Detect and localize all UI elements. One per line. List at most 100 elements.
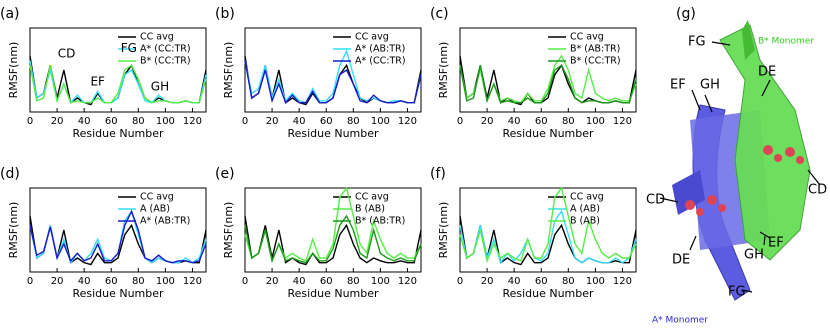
panel-label: (c): [430, 6, 449, 22]
region-label: EF: [768, 236, 784, 251]
x-tick-label: 60: [320, 116, 333, 127]
x-axis-label: Residue Number: [502, 287, 594, 300]
x-tick-label: 100: [586, 276, 605, 287]
x-tick-label: 40: [78, 116, 91, 127]
x-tick-label: 80: [562, 116, 575, 127]
loop-b: [742, 20, 755, 60]
label-leaders: [659, 41, 821, 293]
panel: (f) 0 20 40 60 80 100 120 Residue Number RMSF(nm)…: [430, 166, 637, 300]
x-tick-label: 100: [586, 116, 605, 127]
series-line: [244, 215, 422, 266]
x-tick-label: 20: [481, 116, 494, 127]
series-line: [459, 64, 637, 104]
series-line: [244, 60, 422, 104]
x-tick-label: 80: [132, 116, 145, 127]
panel: (d) 0 20 40 60 80 100 120 Residue Number RMSF(nm)…: [0, 166, 207, 300]
x-tick-label: 60: [535, 116, 548, 127]
legend-label: A* (AB:TR): [140, 216, 190, 227]
legend-label: CC avg: [570, 192, 604, 203]
region-label: DE: [672, 253, 690, 268]
legend-label: CC avg: [140, 32, 174, 43]
x-axis-label: Residue Number: [287, 287, 379, 300]
panel-label: (d): [0, 166, 20, 182]
legend-label: B* (CC:TR): [140, 56, 191, 67]
legend-label: A* (CC:TR): [140, 44, 191, 55]
legend-label: B (AB): [355, 204, 385, 215]
plot-frame: [29, 187, 207, 273]
panel: (c) 0 20 40 60 80 100 120 Residue Number RMSF(nm)…: [430, 6, 637, 140]
region-label: CD: [646, 193, 665, 208]
x-tick-label: 20: [51, 276, 64, 287]
panel-label: (f): [430, 166, 446, 182]
series-line: [29, 64, 207, 104]
legend-label: A (AB): [570, 204, 600, 215]
x-axis-label: Residue Number: [72, 127, 164, 140]
region-label: EF: [670, 78, 686, 93]
legend-label: A* (CC:TR): [355, 56, 406, 67]
x-tick-label: 20: [266, 116, 279, 127]
panel: (a) 0 20 40 60 80 100 120 Residue Number RMSF(nm)…: [0, 6, 207, 140]
series-line: [29, 209, 207, 264]
x-tick-label: 20: [481, 276, 494, 287]
x-tick-label: 60: [105, 276, 118, 287]
panel-label: (b): [215, 6, 235, 22]
legend-label: CC avg: [355, 32, 389, 43]
panel-label: (e): [215, 166, 235, 182]
legend-label: A (AB): [140, 204, 170, 215]
region-label: FG: [688, 35, 706, 50]
x-tick-label: 120: [398, 276, 417, 287]
x-tick-label: 80: [347, 276, 360, 287]
region-label: DE: [758, 65, 776, 80]
x-tick-label: 40: [508, 116, 521, 127]
x-tick-label: 100: [156, 276, 175, 287]
legend-label: B* (AB:TR): [355, 216, 405, 227]
ligands: [685, 145, 804, 216]
x-tick-label: 0: [242, 276, 248, 287]
x-tick-label: 0: [242, 116, 248, 127]
x-tick-label: 20: [266, 276, 279, 287]
region-label: CD: [808, 183, 827, 198]
x-tick-label: 0: [27, 276, 33, 287]
ribbon-b: [719, 24, 811, 261]
annotation: CD: [58, 47, 76, 61]
y-axis-label: RMSF(nm): [222, 202, 235, 259]
x-tick-label: 20: [51, 116, 64, 127]
x-tick-label: 60: [105, 116, 118, 127]
legend-label: B (AB): [570, 216, 600, 227]
y-axis-label: RMSF(nm): [437, 202, 450, 259]
legend-label: B* (CC:TR): [570, 56, 621, 67]
annotation: FG: [121, 41, 137, 55]
panel: (b) 0 20 40 60 80 100 120 Residue Number RMSF(nm)…: [215, 6, 422, 140]
y-axis-label: RMSF(nm): [222, 42, 235, 99]
y-axis-label: RMSF(nm): [437, 42, 450, 99]
x-tick-label: 120: [613, 116, 632, 127]
x-tick-label: 80: [562, 276, 575, 287]
series-line: [459, 209, 637, 265]
panel: (e) 0 20 40 60 80 100 120 Residue Number RMSF(nm)…: [215, 166, 422, 300]
x-tick-label: 0: [27, 116, 33, 127]
legend-label: CC avg: [570, 32, 604, 43]
annotation: EF: [90, 75, 105, 89]
x-tick-label: 40: [293, 116, 306, 127]
x-tick-label: 40: [293, 276, 306, 287]
x-axis-label: Residue Number: [502, 127, 594, 140]
legend-label: CC avg: [140, 192, 174, 203]
x-axis-label: Residue Number: [287, 127, 379, 140]
protein-structure: (g) B* Monomer A* Monomer FG DE EF GH CD CD EF GH D…: [646, 6, 827, 326]
panel-label: (g): [676, 6, 696, 22]
x-tick-label: 120: [398, 116, 417, 127]
x-tick-label: 120: [613, 276, 632, 287]
region-label: GH: [744, 248, 764, 263]
x-tick-label: 120: [183, 116, 202, 127]
series-line: [244, 214, 422, 264]
x-tick-label: 40: [508, 276, 521, 287]
legend-label: A* (AB:TR): [355, 44, 405, 55]
x-tick-label: 80: [347, 116, 360, 127]
x-tick-label: 80: [132, 276, 145, 287]
monomer-label: B* Monomer: [758, 37, 814, 47]
loop-a: [672, 170, 705, 215]
region-label: GH: [700, 78, 720, 93]
x-tick-label: 0: [457, 116, 463, 127]
legend-label: CC avg: [355, 192, 389, 203]
